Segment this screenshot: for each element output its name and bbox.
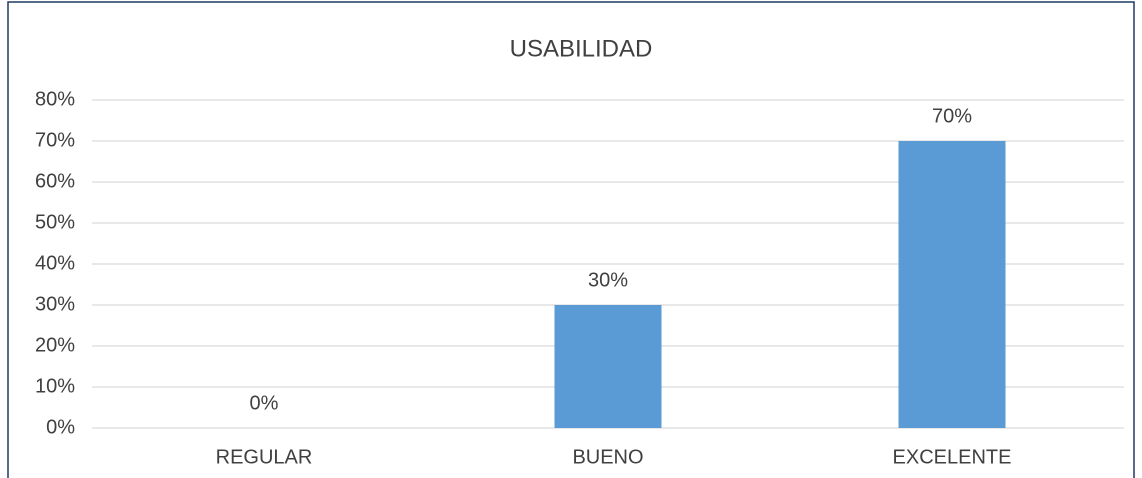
y-tick-label: 0% bbox=[46, 416, 75, 438]
bar bbox=[898, 141, 1006, 428]
data-label: 30% bbox=[588, 269, 628, 291]
bar bbox=[554, 305, 662, 428]
data-label: 70% bbox=[932, 105, 972, 127]
y-tick-label: 20% bbox=[35, 334, 75, 356]
y-tick-label: 30% bbox=[35, 293, 75, 315]
y-tick-label: 40% bbox=[35, 252, 75, 274]
y-tick-label: 80% bbox=[35, 88, 75, 110]
y-tick-label: 50% bbox=[35, 211, 75, 233]
x-tick-label: BUENO bbox=[572, 446, 643, 468]
x-tick-label: EXCELENTE bbox=[893, 446, 1012, 468]
x-tick-label: REGULAR bbox=[216, 446, 313, 468]
data-label: 0% bbox=[250, 392, 279, 414]
y-tick-label: 60% bbox=[35, 170, 75, 192]
chart-title: USABILIDAD bbox=[510, 35, 653, 62]
y-tick-label: 10% bbox=[35, 375, 75, 397]
y-tick-label: 70% bbox=[35, 129, 75, 151]
